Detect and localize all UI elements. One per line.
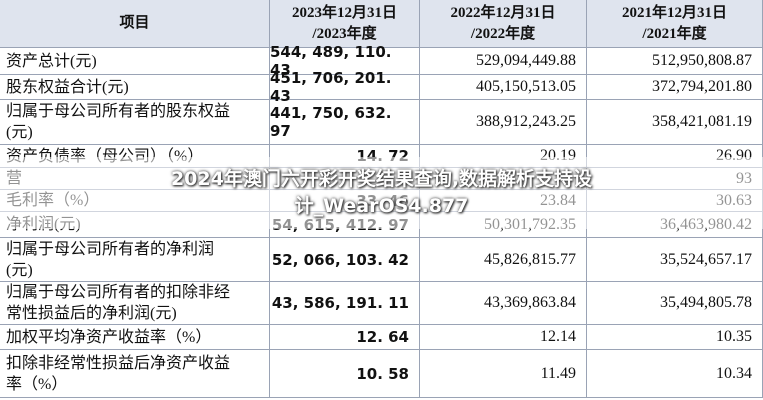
value-cell: 388,912,243.25: [420, 100, 587, 145]
cell-text: 归属于母公司所有者的股东权益(元): [6, 103, 231, 141]
value-cell: 10. 58: [270, 350, 420, 398]
row-label: 加权平均净资产收益率（%）: [0, 325, 270, 350]
value-cell: 405,150,513.05: [420, 75, 587, 100]
row-label: 股东权益合计(元): [0, 75, 270, 100]
cell-text: 加权平均净资产收益率（%）: [6, 328, 212, 346]
cell-text: 资产总计(元): [6, 52, 97, 70]
value-cell: 12. 64: [270, 325, 420, 350]
cell-text: 归属于母公司所有者的净利润(元): [6, 240, 215, 279]
row-label: 资产总计(元): [0, 48, 270, 75]
header-cell: 2021年12月31日 /2021年度: [587, 0, 763, 48]
value-cell: 43,369,863.84: [420, 282, 587, 325]
value-cell: 35,494,805.78: [587, 282, 763, 325]
row-label: 归属于母公司所有者的股东权益(元): [0, 100, 270, 145]
cell-text: 扣除非经常性损益后净资产收益率（%）: [6, 354, 231, 393]
row-label: 归属于母公司所有者的扣除非经常性损益后的净利润(元): [0, 282, 270, 325]
cell-text: 归属于母公司所有者的扣除非经常性损益后的净利润(元): [6, 284, 231, 322]
value-cell: 529,094,449.88: [420, 48, 587, 75]
banner-title: 2024年澳门六开彩开奖结果查询,数据解析支持设计_WearOS4.877: [170, 168, 593, 217]
overlay-banner: 2024年澳门六开彩开奖结果查询,数据解析支持设计_WearOS4.877: [0, 157, 763, 229]
value-cell: 441, 750, 632. 97: [270, 100, 420, 145]
value-cell: 12.14: [420, 325, 587, 350]
header-cell: 2022年12月31日 /2022年度: [420, 0, 587, 48]
value-cell: 11.49: [420, 350, 587, 398]
value-cell: 10.34: [587, 350, 763, 398]
value-cell: 544, 489, 110. 43: [270, 43, 420, 79]
row-label: 扣除非经常性损益后净资产收益率（%）: [0, 350, 270, 398]
header-cell: 2023年12月31日 /2023年度: [270, 0, 420, 48]
value-cell: 10.35: [587, 325, 763, 350]
row-label: 归属于母公司所有者的净利润(元): [0, 238, 270, 282]
value-cell: 35,524,657.17: [587, 238, 763, 282]
value-cell: 45,826,815.77: [420, 238, 587, 282]
value-cell: 52, 066, 103. 42: [270, 238, 420, 282]
cell-text: 股东权益合计(元): [6, 78, 129, 96]
value-cell: 372,794,201.80: [587, 75, 763, 100]
value-cell: 358,421,081.19: [587, 100, 763, 145]
value-cell: 451, 706, 201. 43: [270, 69, 420, 105]
value-cell: 43, 586, 191. 11: [270, 282, 420, 325]
value-cell: 512,950,808.87: [587, 48, 763, 75]
header-cell: 项目: [0, 0, 270, 48]
